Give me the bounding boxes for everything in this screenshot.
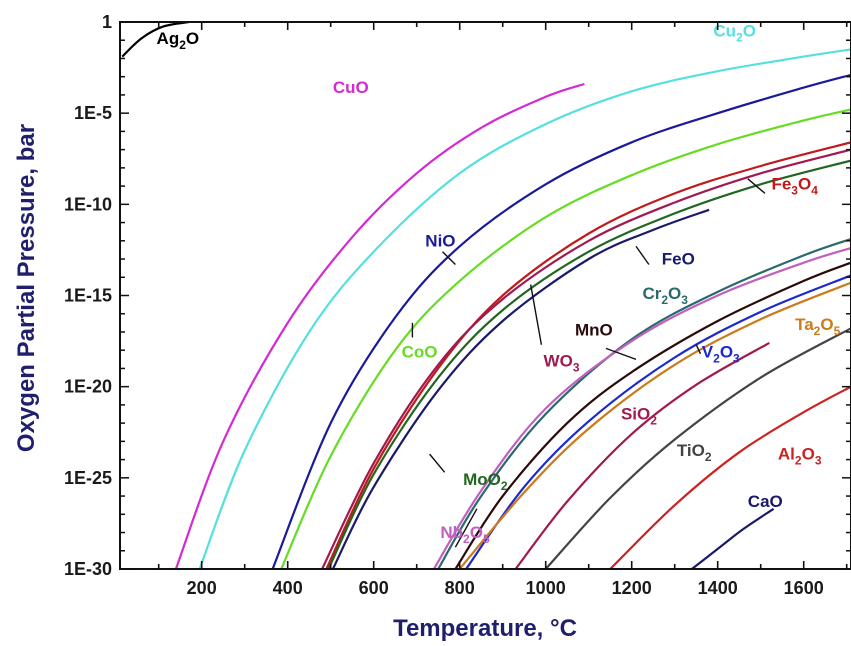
- y-tick-label: 1E-15: [64, 286, 112, 306]
- series-line-cu2o: [198, 48, 851, 569]
- x-tick-label: 200: [187, 578, 217, 598]
- series-label-coo: CoO: [402, 342, 438, 361]
- series-line-ag2o: [121, 22, 190, 58]
- series-label-wo3: WO3: [544, 352, 580, 375]
- series-line-v2o3: [465, 274, 851, 569]
- series-line-fe3o4: [325, 141, 851, 569]
- series-label-nio: NiO: [425, 231, 455, 250]
- leader-v2o3: [695, 344, 702, 355]
- series-line-cao: [691, 507, 775, 569]
- series-label-al2o3: Al2O3: [778, 445, 822, 468]
- leader-feo: [635, 245, 650, 265]
- series-line-al2o3: [609, 385, 851, 569]
- series-label-cuo: CuO: [333, 78, 369, 97]
- series-line-cuo: [174, 82, 585, 569]
- y-tick-label: 1E-5: [74, 103, 112, 123]
- series-label-ta2o5: Ta2O5: [795, 315, 841, 338]
- series-label-v2o3: V2O3: [702, 342, 740, 365]
- series-label-cr2o3: Cr2O3: [642, 284, 688, 307]
- series-label-ag2o: Ag2O: [157, 29, 200, 52]
- leader-nio: [442, 251, 456, 266]
- series-label-cao: CaO: [748, 492, 783, 511]
- series-line-ta2o5: [458, 281, 851, 569]
- series-label-cu2o: Cu2O: [713, 22, 756, 45]
- leader-layer: [411, 178, 766, 548]
- series-label-mno: MnO: [575, 321, 613, 340]
- x-tick-label: 400: [273, 578, 303, 598]
- y-tick-label: 1E-30: [64, 559, 112, 579]
- x-tick-label: 1000: [526, 578, 566, 598]
- series-label-moo2: MoO2: [463, 470, 508, 493]
- x-tick-label: 1600: [784, 578, 824, 598]
- series-layer: [121, 22, 851, 569]
- series-line-tio2: [544, 327, 851, 569]
- x-tick-label: 800: [445, 578, 475, 598]
- y-tick-label: 1: [102, 12, 112, 32]
- label-layer: Ag2O CuO Cu2O NiO CoO Fe3O4 WO3 MoO2 FeO Cr2O3 Nb2…: [157, 22, 841, 546]
- series-label-feo: FeO: [662, 250, 695, 269]
- leader-mno: [605, 347, 637, 360]
- leader-fe3o4: [747, 178, 766, 194]
- series-label-fe3o4: Fe3O4: [771, 175, 818, 198]
- x-tick-label: 1400: [698, 578, 738, 598]
- series-label-sio2: SiO2: [621, 404, 657, 427]
- series-label-tio2: TiO2: [677, 441, 712, 464]
- y-tick-label: 1E-20: [64, 377, 112, 397]
- series-line-sio2: [514, 341, 770, 569]
- series-line-coo: [280, 108, 851, 569]
- series-line-nb2o5: [432, 247, 851, 569]
- x-tick-label: 600: [359, 578, 389, 598]
- series-line-moo2: [327, 159, 851, 569]
- y-tick-label: 1E-25: [64, 468, 112, 488]
- x-tick-label: 1200: [612, 578, 652, 598]
- leader-moo2: [429, 453, 446, 473]
- series-label-nb2o5: Nb2O5: [440, 523, 490, 546]
- series-line-nio: [271, 73, 851, 569]
- series-line-feo: [331, 208, 710, 569]
- leader-wo3: [529, 284, 543, 345]
- x-axis-title: Temperature, °C: [393, 615, 577, 642]
- y-axis-title: Oxygen Partial Pressure, bar: [13, 124, 40, 452]
- y-tick-label: 1E-10: [64, 194, 112, 214]
- series-line-mno: [454, 261, 851, 569]
- axes-layer: 200 400 600 800 1000 1200 1400 1600 1 1E-5 1E-10 1E…: [64, 12, 851, 598]
- leader-nb2o5: [454, 508, 478, 548]
- series-line-wo3: [321, 148, 851, 569]
